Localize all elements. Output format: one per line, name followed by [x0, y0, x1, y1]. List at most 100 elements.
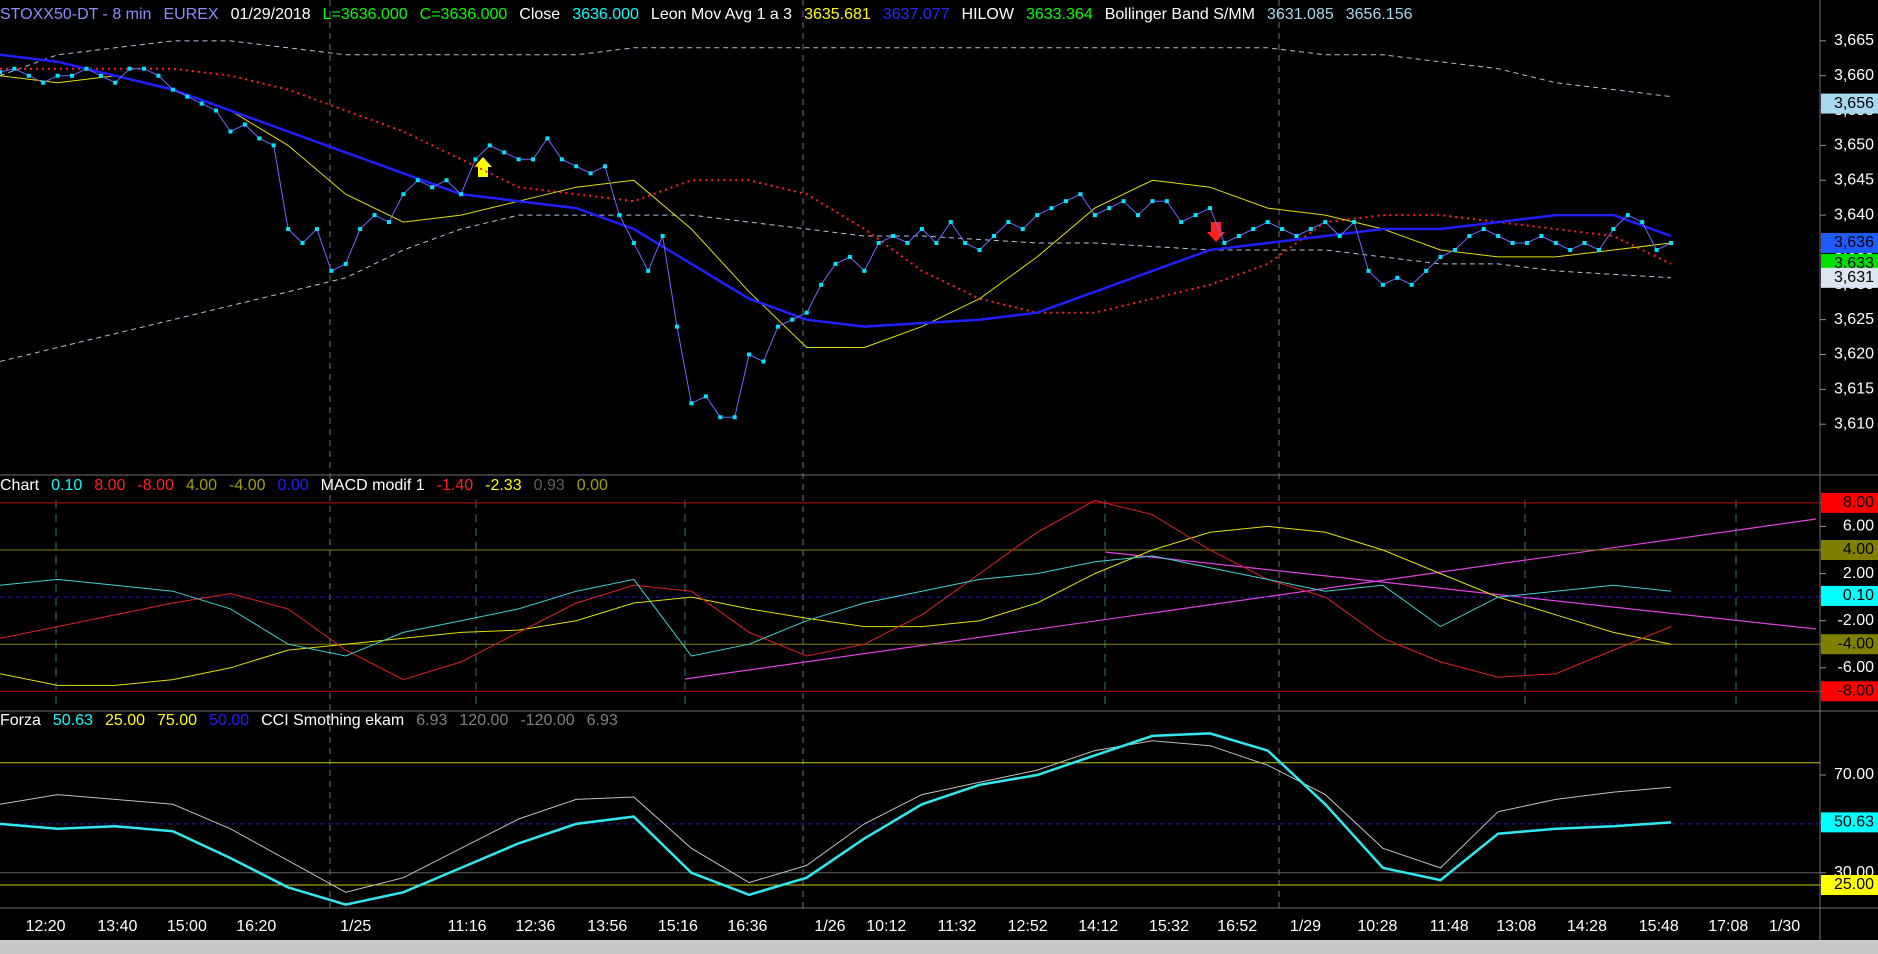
series-line	[0, 75, 1672, 348]
close-point	[242, 122, 247, 127]
x-tick-label: 1/30	[1769, 918, 1800, 935]
y-tick-label: 3,610	[1834, 415, 1874, 432]
x-tick-label: 16:36	[727, 918, 767, 935]
close-point	[170, 87, 175, 92]
close-point	[819, 282, 824, 287]
close-point	[1553, 240, 1558, 245]
close-point	[127, 66, 132, 71]
y-tick-label: 4.00	[1843, 541, 1874, 558]
close-point	[804, 310, 809, 315]
y-tick-label: 3,625	[1834, 311, 1874, 328]
tick-badge	[1821, 585, 1878, 606]
close-point	[603, 164, 608, 169]
close-point	[1121, 199, 1126, 204]
price-badge-label: 3,636	[1834, 234, 1874, 251]
close-point	[156, 73, 161, 78]
close-point	[113, 80, 118, 85]
legend-text: 120.00	[459, 712, 508, 729]
trendline	[684, 518, 1817, 680]
close-point	[415, 178, 420, 183]
x-tick-label: 14:12	[1078, 918, 1118, 935]
close-point	[199, 101, 204, 106]
close-point	[1524, 240, 1529, 245]
close-point	[329, 268, 334, 273]
close-point	[559, 157, 564, 162]
x-tick-label: 1/29	[1290, 918, 1321, 935]
x-tick-label: 10:28	[1357, 918, 1397, 935]
tick-badge	[1821, 875, 1878, 895]
close-point	[1496, 234, 1501, 239]
series-line	[0, 732, 1672, 906]
close-point	[1539, 234, 1544, 239]
legend-text: -2.33	[485, 477, 522, 494]
close-point	[732, 415, 737, 420]
legend-text: 3637.077	[883, 6, 950, 23]
close-point	[1107, 206, 1112, 211]
close-point	[1323, 220, 1328, 225]
legend-text: 3631.085	[1267, 6, 1334, 23]
x-tick-label: 1/25	[340, 918, 371, 935]
close-point	[502, 150, 507, 155]
close-point	[1063, 199, 1068, 204]
x-tick-label: 10:12	[866, 918, 906, 935]
close-point	[98, 73, 103, 78]
close-point	[991, 234, 996, 239]
series-line	[0, 214, 1672, 362]
legend-text: -8.00	[137, 477, 174, 494]
legend-text: 3656.156	[1346, 6, 1413, 23]
legend-text: 6.93	[416, 712, 447, 729]
x-tick-label: 13:56	[587, 918, 627, 935]
close-point	[1596, 247, 1601, 252]
legend-text: 4.00	[186, 477, 217, 494]
close-point	[358, 227, 363, 232]
series-line	[0, 53, 1672, 328]
close-point	[1366, 268, 1371, 273]
legend-text: Chart	[0, 477, 40, 494]
legend-text: 25.00	[105, 712, 145, 729]
close-point	[963, 240, 968, 245]
x-tick-label: 13:08	[1496, 918, 1536, 935]
close-point	[401, 192, 406, 197]
legend-text: 8.00	[94, 477, 125, 494]
x-tick-label: 15:00	[167, 918, 207, 935]
x-tick-label: 11:16	[448, 918, 487, 935]
y-tick-label: 3,650	[1834, 137, 1874, 154]
close-point	[1582, 240, 1587, 245]
close-point	[314, 227, 319, 232]
x-tick-label: 1/26	[814, 918, 845, 935]
close-point	[790, 317, 795, 322]
legend-text: 50.63	[53, 712, 93, 729]
close-point	[1380, 282, 1385, 287]
legend-text: 6.93	[587, 712, 618, 729]
close-point	[588, 171, 593, 176]
close-point	[631, 240, 636, 245]
close-point	[1611, 227, 1616, 232]
close-point	[718, 415, 723, 420]
close-point	[1150, 199, 1155, 204]
legend-text: Bollinger Band S/MM	[1105, 6, 1255, 23]
close-point	[430, 185, 435, 190]
close-point	[1337, 234, 1342, 239]
close-point	[26, 73, 31, 78]
tick-badge	[1821, 492, 1878, 513]
close-point	[487, 143, 492, 148]
y-tick-label: -8.00	[1838, 683, 1875, 700]
close-point	[660, 234, 665, 239]
close-point	[574, 164, 579, 169]
series-line	[0, 555, 1672, 657]
series-line	[0, 525, 1672, 686]
legend-text: 0.93	[534, 477, 565, 494]
trendlines	[684, 518, 1817, 680]
y-tick-label: 3,660	[1834, 67, 1874, 84]
legend-text: 3633.364	[1026, 6, 1093, 23]
close-point	[1265, 220, 1270, 225]
y-tick-label: 70.00	[1834, 766, 1874, 783]
close-point	[1625, 213, 1630, 218]
close-point	[41, 80, 46, 85]
legend-text: 0.00	[277, 477, 308, 494]
legend-text: STOXX50-DT - 8 min	[0, 6, 151, 23]
tick-badge	[1821, 812, 1878, 833]
close-point	[891, 234, 896, 239]
close-point	[1208, 206, 1213, 211]
